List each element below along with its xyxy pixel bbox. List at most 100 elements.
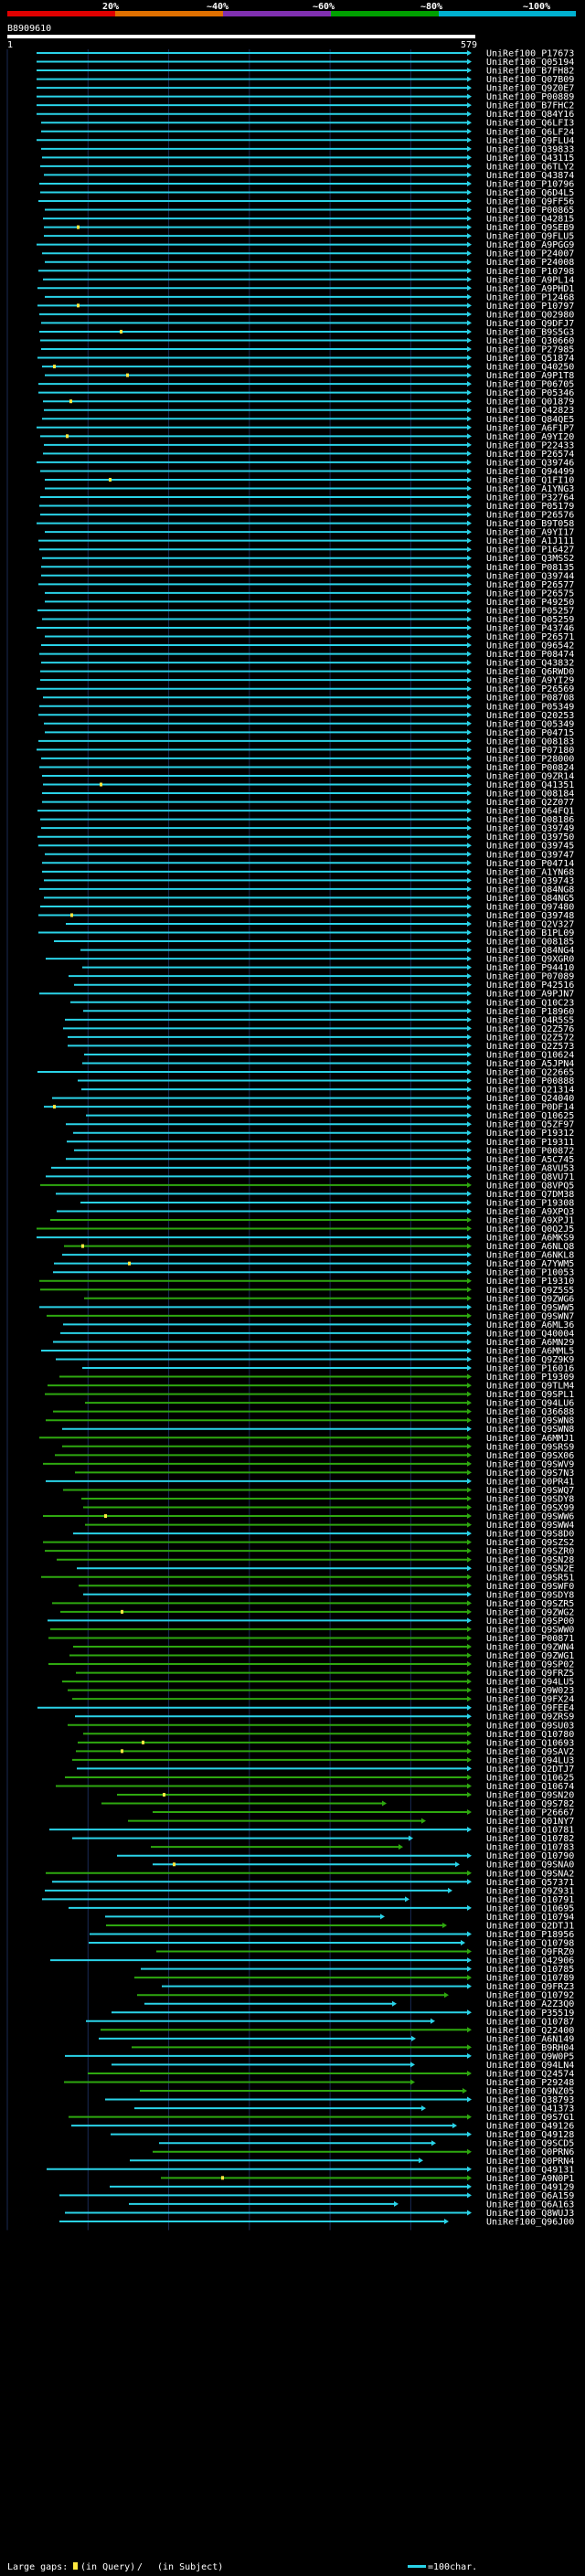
hit-label[interactable]: UniRef100_Q2DTJ1 (486, 1921, 574, 1931)
hit-label[interactable]: UniRef100_P26569 (486, 684, 574, 694)
hit-row[interactable]: UniRef100_Q9S7N3 (75, 1468, 574, 1479)
hit-label[interactable]: UniRef100_Q08186 (486, 815, 574, 825)
hit-row[interactable]: UniRef100_Q49131 (47, 2165, 574, 2175)
hit-row[interactable]: UniRef100_Q9SWW4 (85, 1521, 574, 1531)
hit-row[interactable]: UniRef100_A9PHD1 (37, 284, 574, 294)
hit-label[interactable]: UniRef100_Q9SN20 (486, 1791, 574, 1801)
hit-row[interactable]: UniRef100_Q9ZR14 (42, 771, 574, 781)
hit-row[interactable]: UniRef100_P19311 (67, 1138, 574, 1148)
hit-row[interactable]: UniRef100_P19312 (73, 1129, 574, 1139)
hit-label[interactable]: UniRef100_P26577 (486, 580, 574, 590)
hit-row[interactable]: UniRef100_Q9SN2E (77, 1564, 574, 1574)
hit-row[interactable]: UniRef100_P00871 (48, 1634, 574, 1644)
hit-label[interactable]: UniRef100_P24007 (486, 249, 574, 260)
hit-row[interactable]: UniRef100_Q43832 (41, 659, 574, 669)
hit-label[interactable]: UniRef100_A9XPJ1 (486, 1216, 574, 1226)
hit-row[interactable]: UniRef100_Q39748 (38, 911, 574, 921)
hit-label[interactable]: UniRef100_A6MMJ1 (486, 1434, 574, 1444)
hit-label[interactable]: UniRef100_P10796 (486, 179, 574, 189)
hit-label[interactable]: UniRef100_Q6A159 (486, 2191, 574, 2201)
hit-label[interactable]: UniRef100_Q9SX06 (486, 1451, 574, 1461)
hit-row[interactable]: UniRef100_Q9FLU5 (44, 232, 574, 242)
hit-row[interactable]: UniRef100_P22433 (44, 440, 574, 451)
hit-label[interactable]: UniRef100_Q9FEE4 (486, 1703, 574, 1713)
hit-label[interactable]: UniRef100_Q6A163 (486, 2200, 574, 2210)
hit-label[interactable]: UniRef100_P28000 (486, 754, 574, 764)
hit-row[interactable]: UniRef100_Q9SNA2 (46, 1869, 574, 1879)
hit-row[interactable]: UniRef100_Q2DTJ1 (106, 1921, 574, 1931)
hit-row[interactable]: UniRef100_Q05349 (44, 719, 574, 729)
hit-row[interactable]: UniRef100_A9XPJ1 (50, 1216, 574, 1226)
hit-label[interactable]: UniRef100_Q9ZRS9 (486, 1712, 574, 1723)
hit-label[interactable]: UniRef100_Q9S7N3 (486, 1468, 574, 1479)
hit-row[interactable]: UniRef100_Q84NG4 (80, 946, 574, 956)
hit-row[interactable]: UniRef100_A5JPN4 (82, 1059, 574, 1069)
hit-row[interactable]: UniRef100_P26574 (43, 450, 574, 460)
hit-label[interactable]: UniRef100_A6NKL8 (486, 1251, 574, 1261)
hit-row[interactable]: UniRef100_Q1FI10 (45, 475, 574, 485)
hit-label[interactable]: UniRef100_Q9SZR5 (486, 1599, 574, 1609)
hit-row[interactable]: UniRef100_Q6LF24 (41, 127, 574, 137)
hit-row[interactable]: UniRef100_Q7DM38 (56, 1190, 574, 1200)
hit-label[interactable]: UniRef100_Q9NZ05 (486, 2087, 574, 2097)
hit-label[interactable]: UniRef100_Q9ZWG1 (486, 1651, 574, 1661)
hit-row[interactable]: UniRef100_Q43115 (42, 154, 574, 164)
hit-row[interactable]: UniRef100_A9YI20 (40, 432, 574, 442)
hit-label[interactable]: UniRef100_Q9S7G1 (486, 2113, 574, 2123)
hit-row[interactable]: UniRef100_Q51874 (37, 354, 574, 364)
hit-row[interactable]: UniRef100_Q05259 (42, 615, 574, 625)
hit-row[interactable]: UniRef100_Q40250 (42, 363, 574, 373)
hit-label[interactable]: UniRef100_P32764 (486, 493, 574, 504)
hit-label[interactable]: UniRef100_Q8WUJ3 (486, 2209, 574, 2219)
hit-label[interactable]: UniRef100_A9PGG9 (486, 240, 574, 250)
hit-row[interactable]: UniRef100_Q9Z9K9 (56, 1355, 574, 1365)
hit-label[interactable]: UniRef100_Q9ZWG2 (486, 1607, 574, 1617)
hit-label[interactable]: UniRef100_A1YN68 (486, 867, 574, 877)
hit-row[interactable]: UniRef100_Q10780 (83, 1730, 574, 1740)
hit-row[interactable]: UniRef100_A6MMJ1 (39, 1434, 574, 1444)
hit-label[interactable]: UniRef100_Q10782 (486, 1834, 574, 1844)
hit-label[interactable]: UniRef100_P06705 (486, 380, 574, 390)
hit-row[interactable]: UniRef100_Q2V327 (66, 920, 574, 930)
hit-row[interactable]: UniRef100_P08135 (41, 563, 574, 573)
hit-label[interactable]: UniRef100_Q39833 (486, 144, 574, 154)
hit-row[interactable]: UniRef100_Q0PRN4 (130, 2157, 574, 2167)
hit-row[interactable]: UniRef100_Q9SCD5 (159, 2139, 574, 2149)
hit-label[interactable]: UniRef100_P05346 (486, 388, 574, 398)
hit-row[interactable]: UniRef100_Q94LU5 (62, 1678, 574, 1688)
hit-row[interactable]: UniRef100_P07089 (69, 972, 574, 982)
hit-row[interactable]: UniRef100_Q9W023 (68, 1686, 574, 1696)
hit-label[interactable]: UniRef100_P08135 (486, 563, 574, 573)
hit-row[interactable]: UniRef100_Q10625 (65, 1773, 574, 1783)
hit-row[interactable]: UniRef100_P00872 (74, 1146, 574, 1156)
hit-label[interactable]: UniRef100_P04714 (486, 859, 574, 869)
hit-label[interactable]: UniRef100_P05349 (486, 702, 574, 712)
hit-row[interactable]: UniRef100_Q08186 (40, 815, 574, 825)
hit-label[interactable]: UniRef100_Q6LFI3 (486, 119, 574, 129)
hit-row[interactable]: UniRef100_Q9SNA0 (153, 1860, 574, 1871)
hit-row[interactable]: UniRef100_Q9SWW0 (50, 1625, 574, 1635)
hit-label[interactable]: UniRef100_Q01879 (486, 398, 574, 408)
hit-row[interactable]: UniRef100_B7FH82 (37, 67, 574, 77)
hit-label[interactable]: UniRef100_B7FHC2 (486, 101, 574, 111)
hit-row[interactable]: UniRef100_Q9Z931 (45, 1886, 574, 1896)
hit-label[interactable]: UniRef100_P10798 (486, 267, 574, 277)
hit-label[interactable]: UniRef100_Q43874 (486, 171, 574, 181)
hit-label[interactable]: UniRef100_P22433 (486, 440, 574, 451)
hit-row[interactable]: UniRef100_Q08183 (38, 737, 574, 747)
hit-label[interactable]: UniRef100_Q10790 (486, 1851, 574, 1861)
hit-row[interactable]: UniRef100_Q96542 (41, 641, 574, 652)
hit-row[interactable]: UniRef100_Q84NG8 (39, 885, 574, 895)
hit-label[interactable]: UniRef100_P24008 (486, 258, 574, 268)
hit-row[interactable]: UniRef100_Q42823 (44, 406, 574, 416)
hit-label[interactable]: UniRef100_Q2Z573 (486, 1042, 574, 1052)
hit-row[interactable]: UniRef100_Q84QE5 (42, 415, 574, 425)
hit-label[interactable]: UniRef100_Q9SWW4 (486, 1521, 574, 1531)
hit-label[interactable]: UniRef100_B9T058 (486, 519, 574, 529)
hit-row[interactable]: UniRef100_A1J111 (38, 536, 574, 546)
hit-row[interactable]: UniRef100_Q39833 (41, 144, 574, 154)
hit-row[interactable]: UniRef100_Q10790 (117, 1851, 574, 1861)
hit-label[interactable]: UniRef100_Q9SEB9 (486, 223, 574, 233)
hit-label[interactable]: UniRef100_A9YI20 (486, 432, 574, 442)
hit-row[interactable]: UniRef100_Q2DTJ7 (77, 1765, 574, 1775)
